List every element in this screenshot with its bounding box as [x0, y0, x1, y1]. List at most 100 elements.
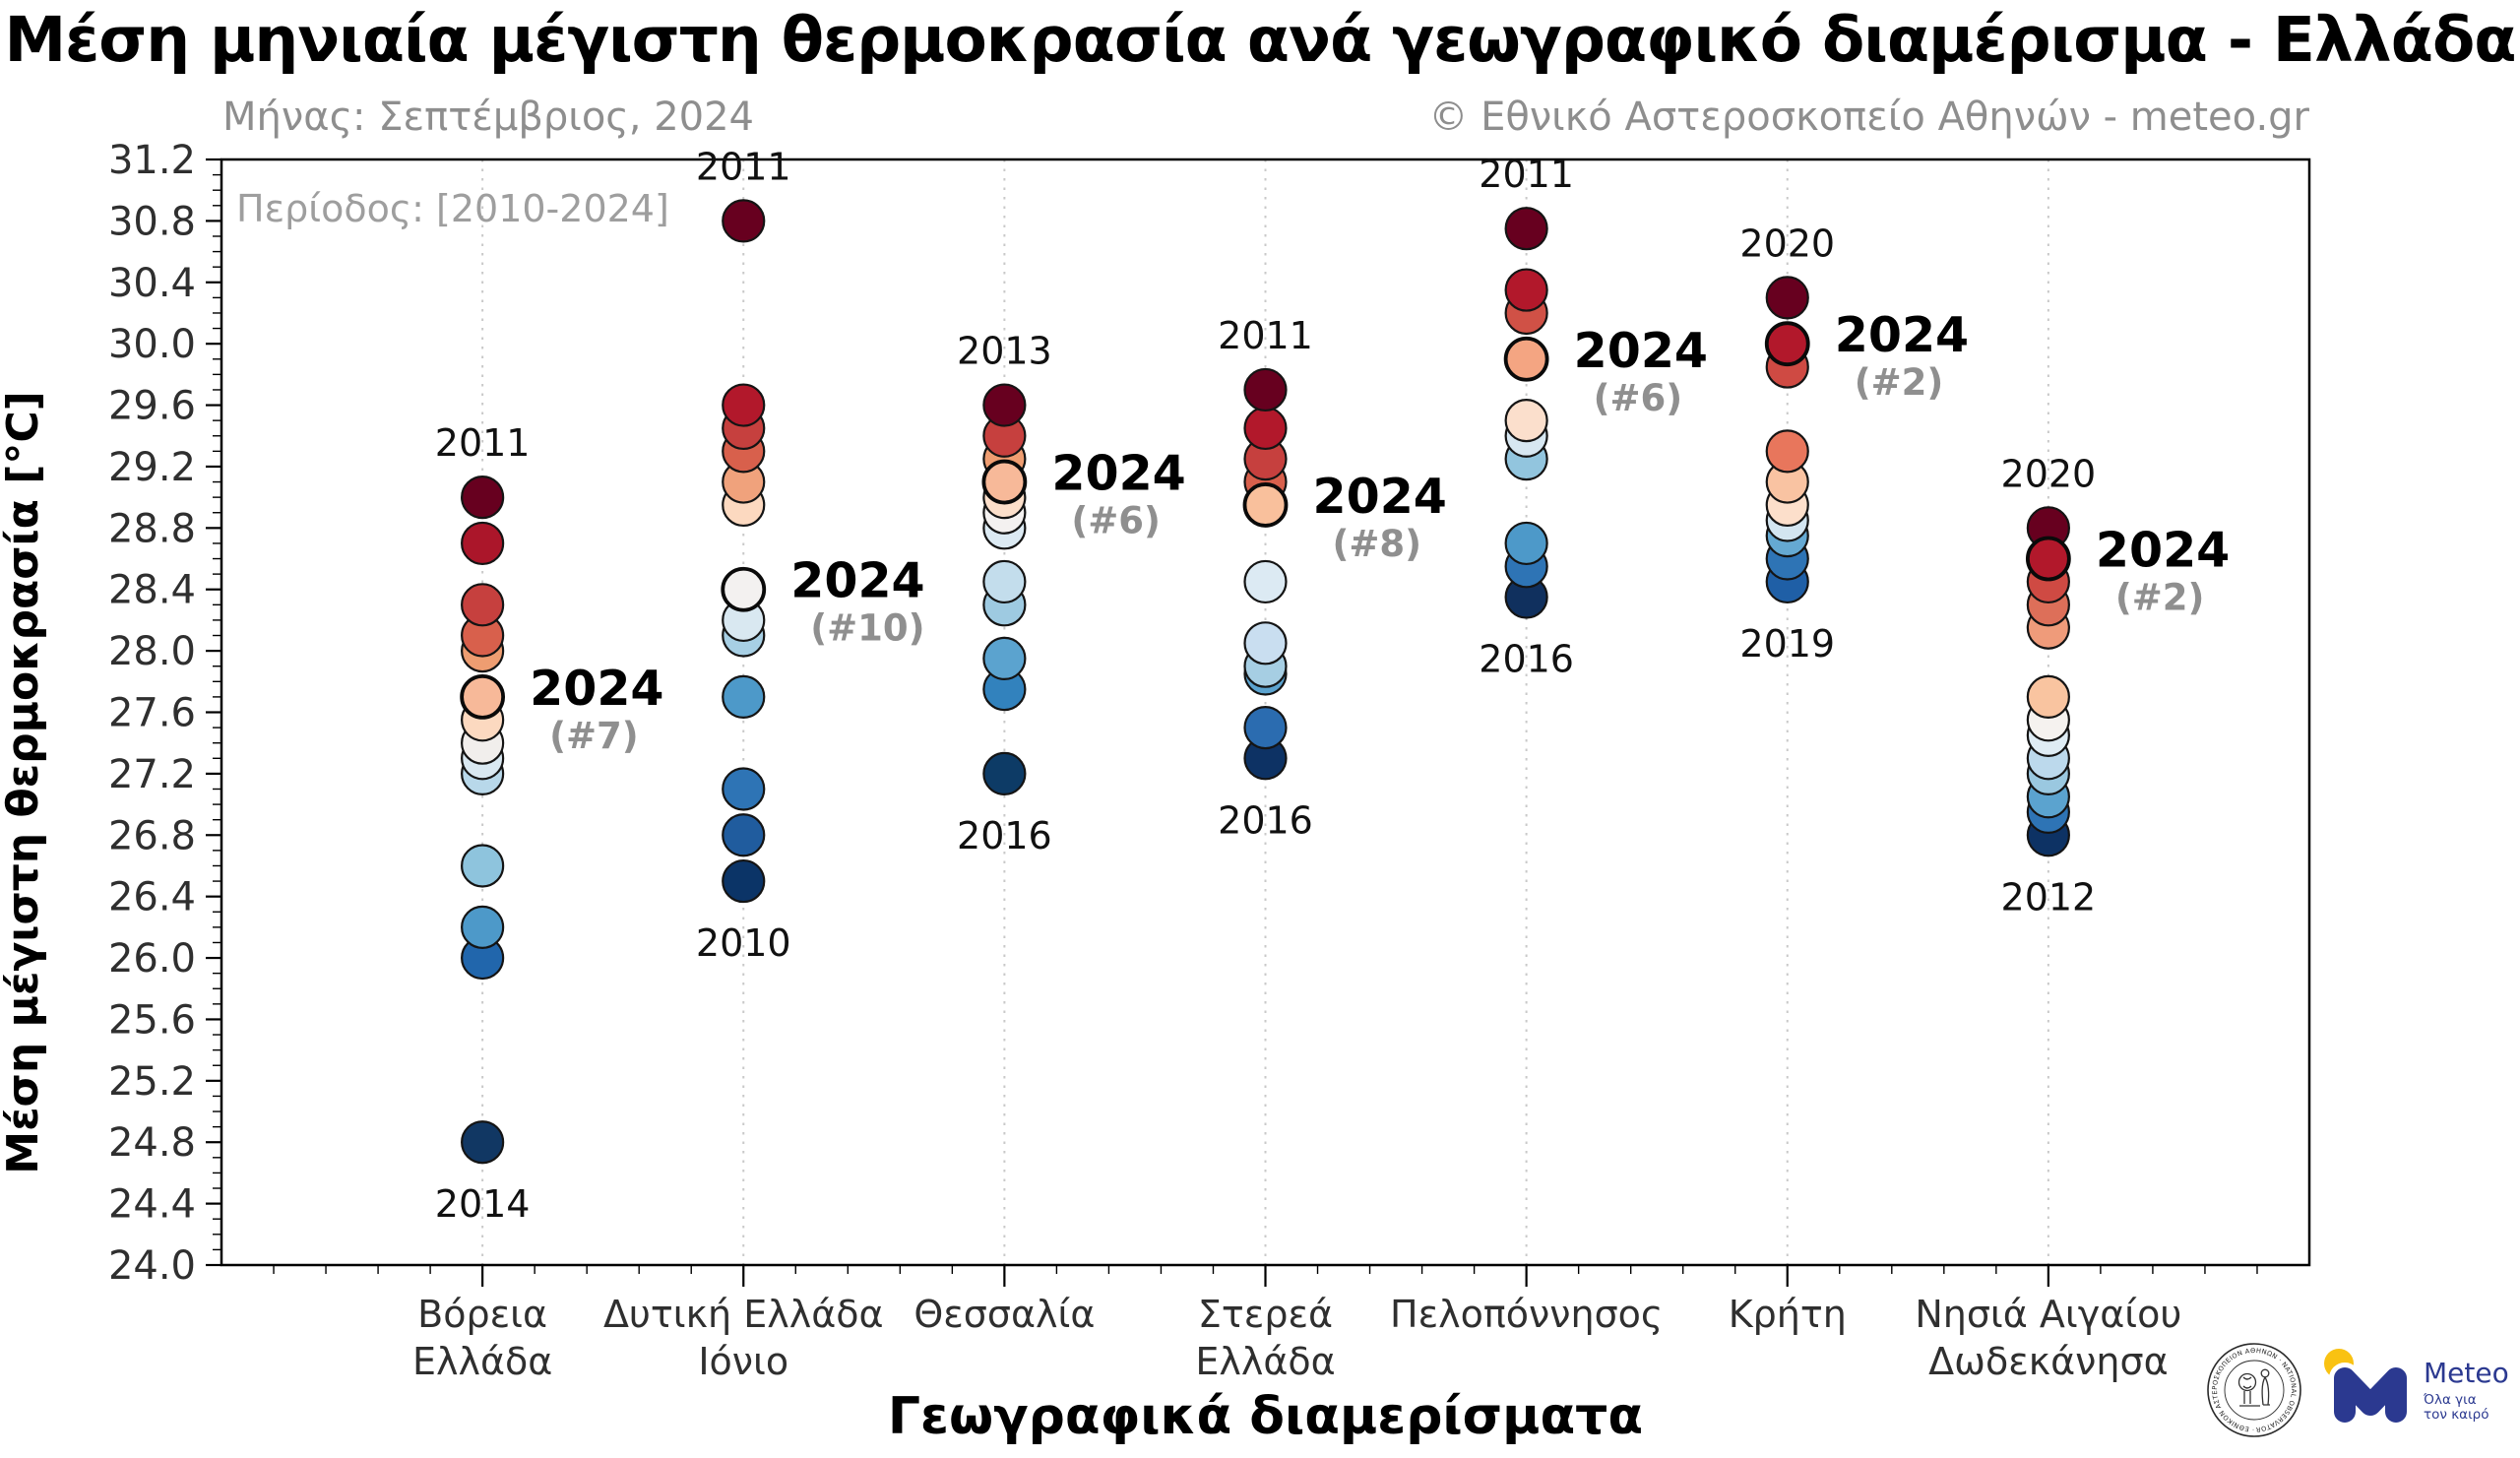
rank-2024-label: (#6) [1071, 500, 1161, 542]
year-2024-label: 2024 [1051, 446, 1185, 502]
data-point [1765, 276, 1809, 320]
x-category-label: Ιόνιο [698, 1340, 788, 1383]
max-year-label: 2011 [435, 421, 531, 465]
region-column: 2011 2010 2024(#10) [696, 145, 925, 965]
region-column: 2011 2014 2024(#7) [435, 421, 664, 1226]
period-label: Περίοδος: [2010-2024] [236, 187, 669, 230]
meteo-logo-m-icon [2334, 1367, 2407, 1423]
data-point-2024 [1503, 336, 1549, 382]
data-point [1243, 621, 1288, 666]
data-point [982, 751, 1027, 795]
x-category-label: Νησιά Αιγαίου [1915, 1293, 2181, 1336]
y-tick-label: 25.2 [108, 1059, 196, 1105]
year-2024-label: 2024 [2096, 523, 2230, 579]
chart-subtitle-month: Μήνας: Σεπτέμβριος, 2024 [222, 95, 754, 140]
seal-figure-art [2237, 1368, 2270, 1407]
y-tick-label: 27.6 [108, 691, 196, 736]
data-point [1243, 367, 1288, 412]
max-year-label: 2011 [1218, 314, 1313, 357]
year-2024-label: 2024 [1574, 323, 1708, 379]
y-tick-label: 30.8 [108, 199, 196, 244]
seal-inner-ring [2224, 1360, 2285, 1421]
data-point [461, 844, 505, 888]
rank-2024-label: (#10) [810, 607, 924, 650]
rank-2024-label: (#7) [549, 715, 639, 757]
meteo-logo: Meteo Όλα για τον καιρό [2324, 1349, 2509, 1427]
data-point [1504, 268, 1548, 312]
data-point [982, 636, 1027, 681]
x-category-label: Ελλάδα [1195, 1340, 1335, 1383]
x-category-label: Δυτική Ελλάδα [603, 1293, 884, 1336]
data-point [461, 1120, 505, 1165]
year-2024-label: 2024 [1313, 469, 1447, 525]
y-tick-label: 26.4 [108, 875, 196, 920]
data-point [461, 583, 505, 627]
year-2024-label: 2024 [1835, 307, 1969, 363]
data-point-2024 [1764, 321, 1810, 367]
data-point [1243, 705, 1288, 750]
data-point-2024 [981, 459, 1028, 505]
data-point-2024 [460, 674, 506, 720]
data-point-2024 [1242, 482, 1289, 528]
min-year-label: 2012 [2001, 875, 2097, 919]
region-column: 2020 2012 2024(#2) [2001, 452, 2231, 919]
region-column: 2011 2016 2024(#8) [1218, 314, 1447, 842]
y-tick-label: 30.4 [108, 261, 196, 306]
data-point [2026, 674, 2070, 720]
y-tick-label: 29.6 [108, 384, 196, 429]
y-tick-label: 29.2 [108, 445, 196, 490]
data-point [722, 383, 766, 427]
data-point [461, 475, 505, 520]
data-point [1243, 406, 1288, 451]
y-tick-label: 31.2 [108, 138, 196, 183]
y-tick-label: 30.0 [108, 322, 196, 367]
min-year-label: 2016 [957, 814, 1052, 857]
data-point [1504, 399, 1548, 443]
data-point-2024 [2025, 536, 2071, 582]
min-year-label: 2016 [1218, 798, 1313, 842]
x-category-label: Δωδεκάνησα [1928, 1340, 2169, 1383]
y-tick-label: 28.4 [108, 568, 196, 613]
region-column: 2013 2016 2024(#6) [957, 330, 1186, 857]
x-category-label: Ελλάδα [412, 1340, 552, 1383]
y-axis-title: Μέση μέγιστη θερμοκρασία [°C] [0, 391, 48, 1173]
y-tick-label: 25.6 [108, 997, 196, 1043]
data-point [722, 858, 766, 904]
x-category-label: Πελοπόννησος [1390, 1293, 1663, 1336]
y-tick-label: 24.0 [108, 1243, 196, 1289]
max-year-label: 2011 [696, 145, 791, 188]
rank-2024-label: (#8) [1333, 523, 1422, 565]
data-point [1243, 559, 1288, 604]
year-2024-label: 2024 [790, 553, 924, 609]
chart-title: Μέση μηνιαία μέγιστη θερμοκρασία ανά γεω… [4, 4, 2516, 76]
x-category-label: Κρήτη [1729, 1293, 1847, 1336]
max-year-label: 2020 [1739, 222, 1835, 265]
y-tick-label: 26.0 [108, 936, 196, 982]
min-year-label: 2014 [435, 1182, 531, 1226]
y-tick-label: 24.4 [108, 1182, 196, 1228]
y-tick-label: 27.2 [108, 752, 196, 797]
rank-2024-label: (#2) [1855, 361, 1944, 404]
data-point [461, 905, 505, 949]
meteo-logo-name: Meteo [2424, 1357, 2509, 1389]
y-tick-label: 28.0 [108, 629, 196, 674]
max-year-label: 2011 [1479, 153, 1574, 196]
data-point [722, 674, 766, 720]
data-point [722, 813, 766, 857]
min-year-label: 2016 [1479, 638, 1574, 681]
max-year-label: 2013 [957, 330, 1052, 373]
footer-logos: · ΕΘΝΙΚΟΝ ΑΣΤΕΡΟΣΚΟΠΕΙΟΝ ΑΘΗΝΩΝ · NATION… [2195, 1331, 2509, 1437]
meteo-logo-tagline-2: τον καιρό [2424, 1407, 2488, 1423]
region-column: 2011 2016 2024(#6) [1479, 153, 1708, 680]
rank-2024-label: (#6) [1594, 377, 1683, 419]
min-year-label: 2010 [696, 921, 791, 965]
x-category-label: Στερεά [1198, 1293, 1333, 1336]
max-year-label: 2020 [2001, 452, 2097, 495]
data-point-2024 [721, 566, 767, 612]
data-point [982, 383, 1027, 427]
x-axis-title: Γεωγραφικά διαμερίσματα [888, 1387, 1643, 1446]
meteo-logo-tagline-1: Όλα για [2423, 1392, 2477, 1408]
data-point [461, 521, 505, 566]
